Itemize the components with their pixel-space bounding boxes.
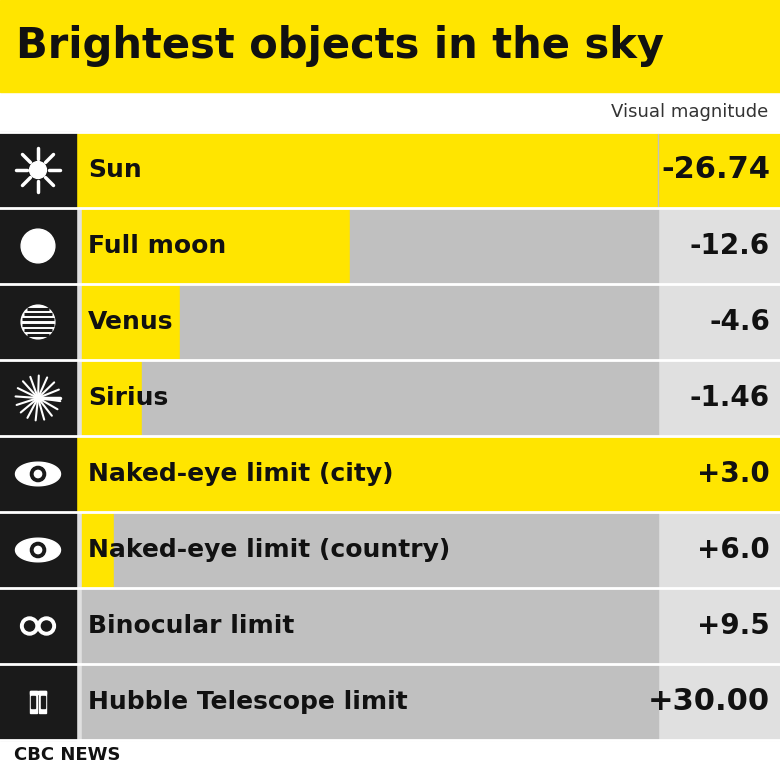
Circle shape (34, 546, 41, 554)
Circle shape (21, 305, 55, 339)
Text: Sirius: Sirius (88, 386, 168, 410)
Bar (31, 696, 35, 708)
Circle shape (30, 466, 45, 481)
Bar (10, 370, 66, 426)
Text: -1.46: -1.46 (690, 384, 770, 412)
Bar (82, 589, 658, 663)
Circle shape (21, 229, 55, 263)
Text: -4.6: -4.6 (709, 308, 770, 336)
Bar (82, 209, 350, 283)
Bar (76, 208, 780, 284)
Circle shape (24, 621, 34, 631)
Bar (30, 691, 47, 693)
Bar (76, 512, 780, 588)
Text: Visual magnitude: Visual magnitude (611, 103, 768, 121)
Polygon shape (16, 538, 61, 562)
Bar (0, 284, 76, 360)
Text: CBC NEWS: CBC NEWS (14, 746, 120, 764)
Text: +3.0: +3.0 (697, 460, 770, 488)
Bar (82, 133, 658, 207)
Circle shape (30, 161, 47, 179)
Bar (76, 588, 780, 664)
Bar (76, 360, 780, 436)
Bar (41, 696, 44, 708)
Bar (76, 132, 780, 208)
Bar (10, 522, 66, 578)
Text: Venus: Venus (88, 310, 173, 334)
Text: -26.74: -26.74 (661, 155, 770, 185)
Bar (0, 208, 76, 284)
Text: Binocular limit: Binocular limit (88, 614, 294, 638)
Bar (0, 0, 780, 92)
Bar (10, 218, 66, 274)
Circle shape (20, 617, 38, 635)
Bar (39, 691, 47, 713)
Bar (82, 665, 658, 739)
Text: -12.6: -12.6 (690, 232, 770, 260)
Bar (0, 588, 76, 664)
Bar (82, 285, 180, 359)
Text: +30.00: +30.00 (648, 687, 770, 717)
Text: Naked-eye limit (country): Naked-eye limit (country) (88, 538, 450, 562)
Bar (143, 361, 658, 435)
Bar (10, 674, 66, 730)
Bar (0, 664, 76, 740)
Bar (10, 294, 66, 350)
Text: +9.5: +9.5 (697, 612, 770, 640)
Bar (35, 622, 41, 629)
Circle shape (30, 542, 45, 558)
Bar (114, 513, 658, 587)
Bar (10, 142, 66, 198)
Bar (0, 512, 76, 588)
Bar (350, 209, 658, 283)
Bar (10, 598, 66, 654)
Bar (76, 664, 780, 740)
Bar (82, 513, 114, 587)
Bar (0, 360, 76, 436)
Bar (30, 691, 37, 713)
Bar (76, 284, 780, 360)
Text: Brightest objects in the sky: Brightest objects in the sky (16, 25, 664, 67)
Text: Hubble Telescope limit: Hubble Telescope limit (88, 690, 408, 714)
Bar (10, 446, 66, 502)
Bar (0, 436, 76, 512)
Text: Full moon: Full moon (88, 234, 226, 258)
Polygon shape (16, 463, 61, 486)
Bar (180, 285, 658, 359)
Bar (76, 436, 780, 512)
Circle shape (41, 621, 51, 631)
Bar (82, 361, 143, 435)
Bar (0, 132, 76, 208)
Circle shape (34, 470, 41, 477)
Text: +6.0: +6.0 (697, 536, 770, 564)
Text: Sun: Sun (88, 158, 142, 182)
Circle shape (37, 617, 55, 635)
Text: Naked-eye limit (city): Naked-eye limit (city) (88, 462, 393, 486)
